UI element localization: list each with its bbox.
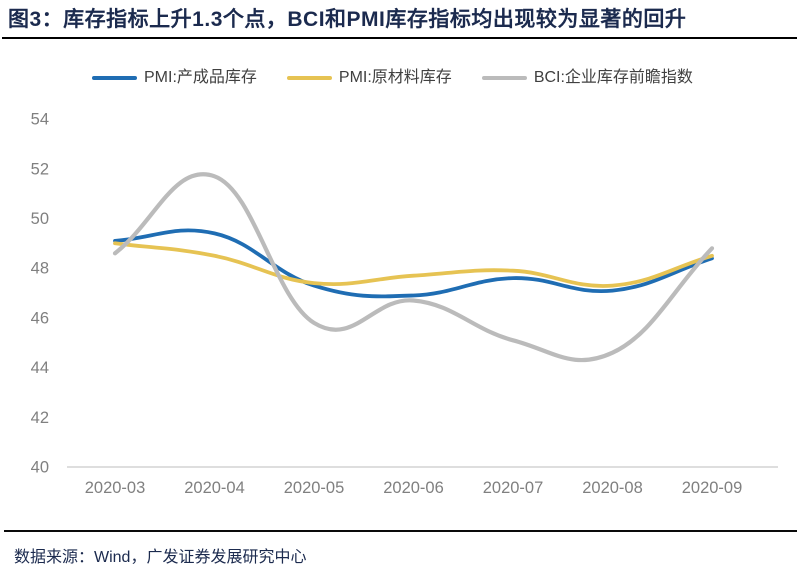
legend-item-bci-inventory-outlook: BCI:企业库存前瞻指数: [481, 69, 693, 87]
legend-label: PMI:产成品库存: [144, 69, 257, 86]
title-divider: [2, 37, 797, 39]
footer-divider: [4, 530, 797, 532]
chart-legend: PMI:产成品库存 PMI:原材料库存 BCI:企业库存前瞻指数: [92, 69, 693, 87]
legend-label: BCI:企业库存前瞻指数: [533, 69, 693, 86]
legend-item-pmi-raw-materials: PMI:原材料库存: [286, 69, 452, 87]
x-tick-label: 2020-08: [582, 479, 643, 497]
x-tick-label: 2020-04: [184, 479, 245, 497]
x-tick-label: 2020-07: [483, 479, 544, 497]
x-axis-tick-labels: 2020-03 2020-04 2020-05 2020-06 2020-07 …: [85, 479, 743, 497]
y-tick-label: 48: [31, 260, 49, 278]
x-tick-label: 2020-05: [284, 479, 345, 497]
bci-inventory-line-swatch: [481, 76, 527, 80]
y-tick-label: 44: [31, 359, 49, 377]
y-tick-label: 52: [31, 160, 49, 178]
pmi-finished-goods-line-swatch: [92, 76, 137, 80]
legend-label: PMI:原材料库存: [338, 69, 452, 86]
figure-title: 图3：库存指标上升1.3个点，BCI和PMI库存指标均出现较为显著的回升: [8, 8, 687, 31]
series-line-bci-inventory-outlook: [112, 172, 715, 363]
y-tick-label: 54: [31, 111, 49, 129]
y-tick-label: 46: [31, 309, 49, 327]
series-line-pmi-raw-materials: [113, 241, 714, 288]
x-tick-label: 2020-03: [85, 479, 146, 497]
y-tick-label: 40: [31, 459, 49, 477]
series-line-pmi-finished-goods: [113, 228, 714, 299]
x-tick-label: 2020-09: [682, 479, 743, 497]
y-tick-label: 42: [31, 409, 49, 427]
legend-item-pmi-finished-goods: PMI:产成品库存: [92, 69, 257, 87]
y-axis-tick-labels: 40 42 44 46 48 50 52 54: [31, 111, 49, 477]
x-tick-label: 2020-06: [383, 479, 444, 497]
pmi-raw-materials-line-swatch: [286, 76, 332, 80]
y-tick-label: 50: [31, 210, 49, 228]
data-source-note: 数据来源：Wind，广发证券发展研究中心: [14, 549, 307, 566]
